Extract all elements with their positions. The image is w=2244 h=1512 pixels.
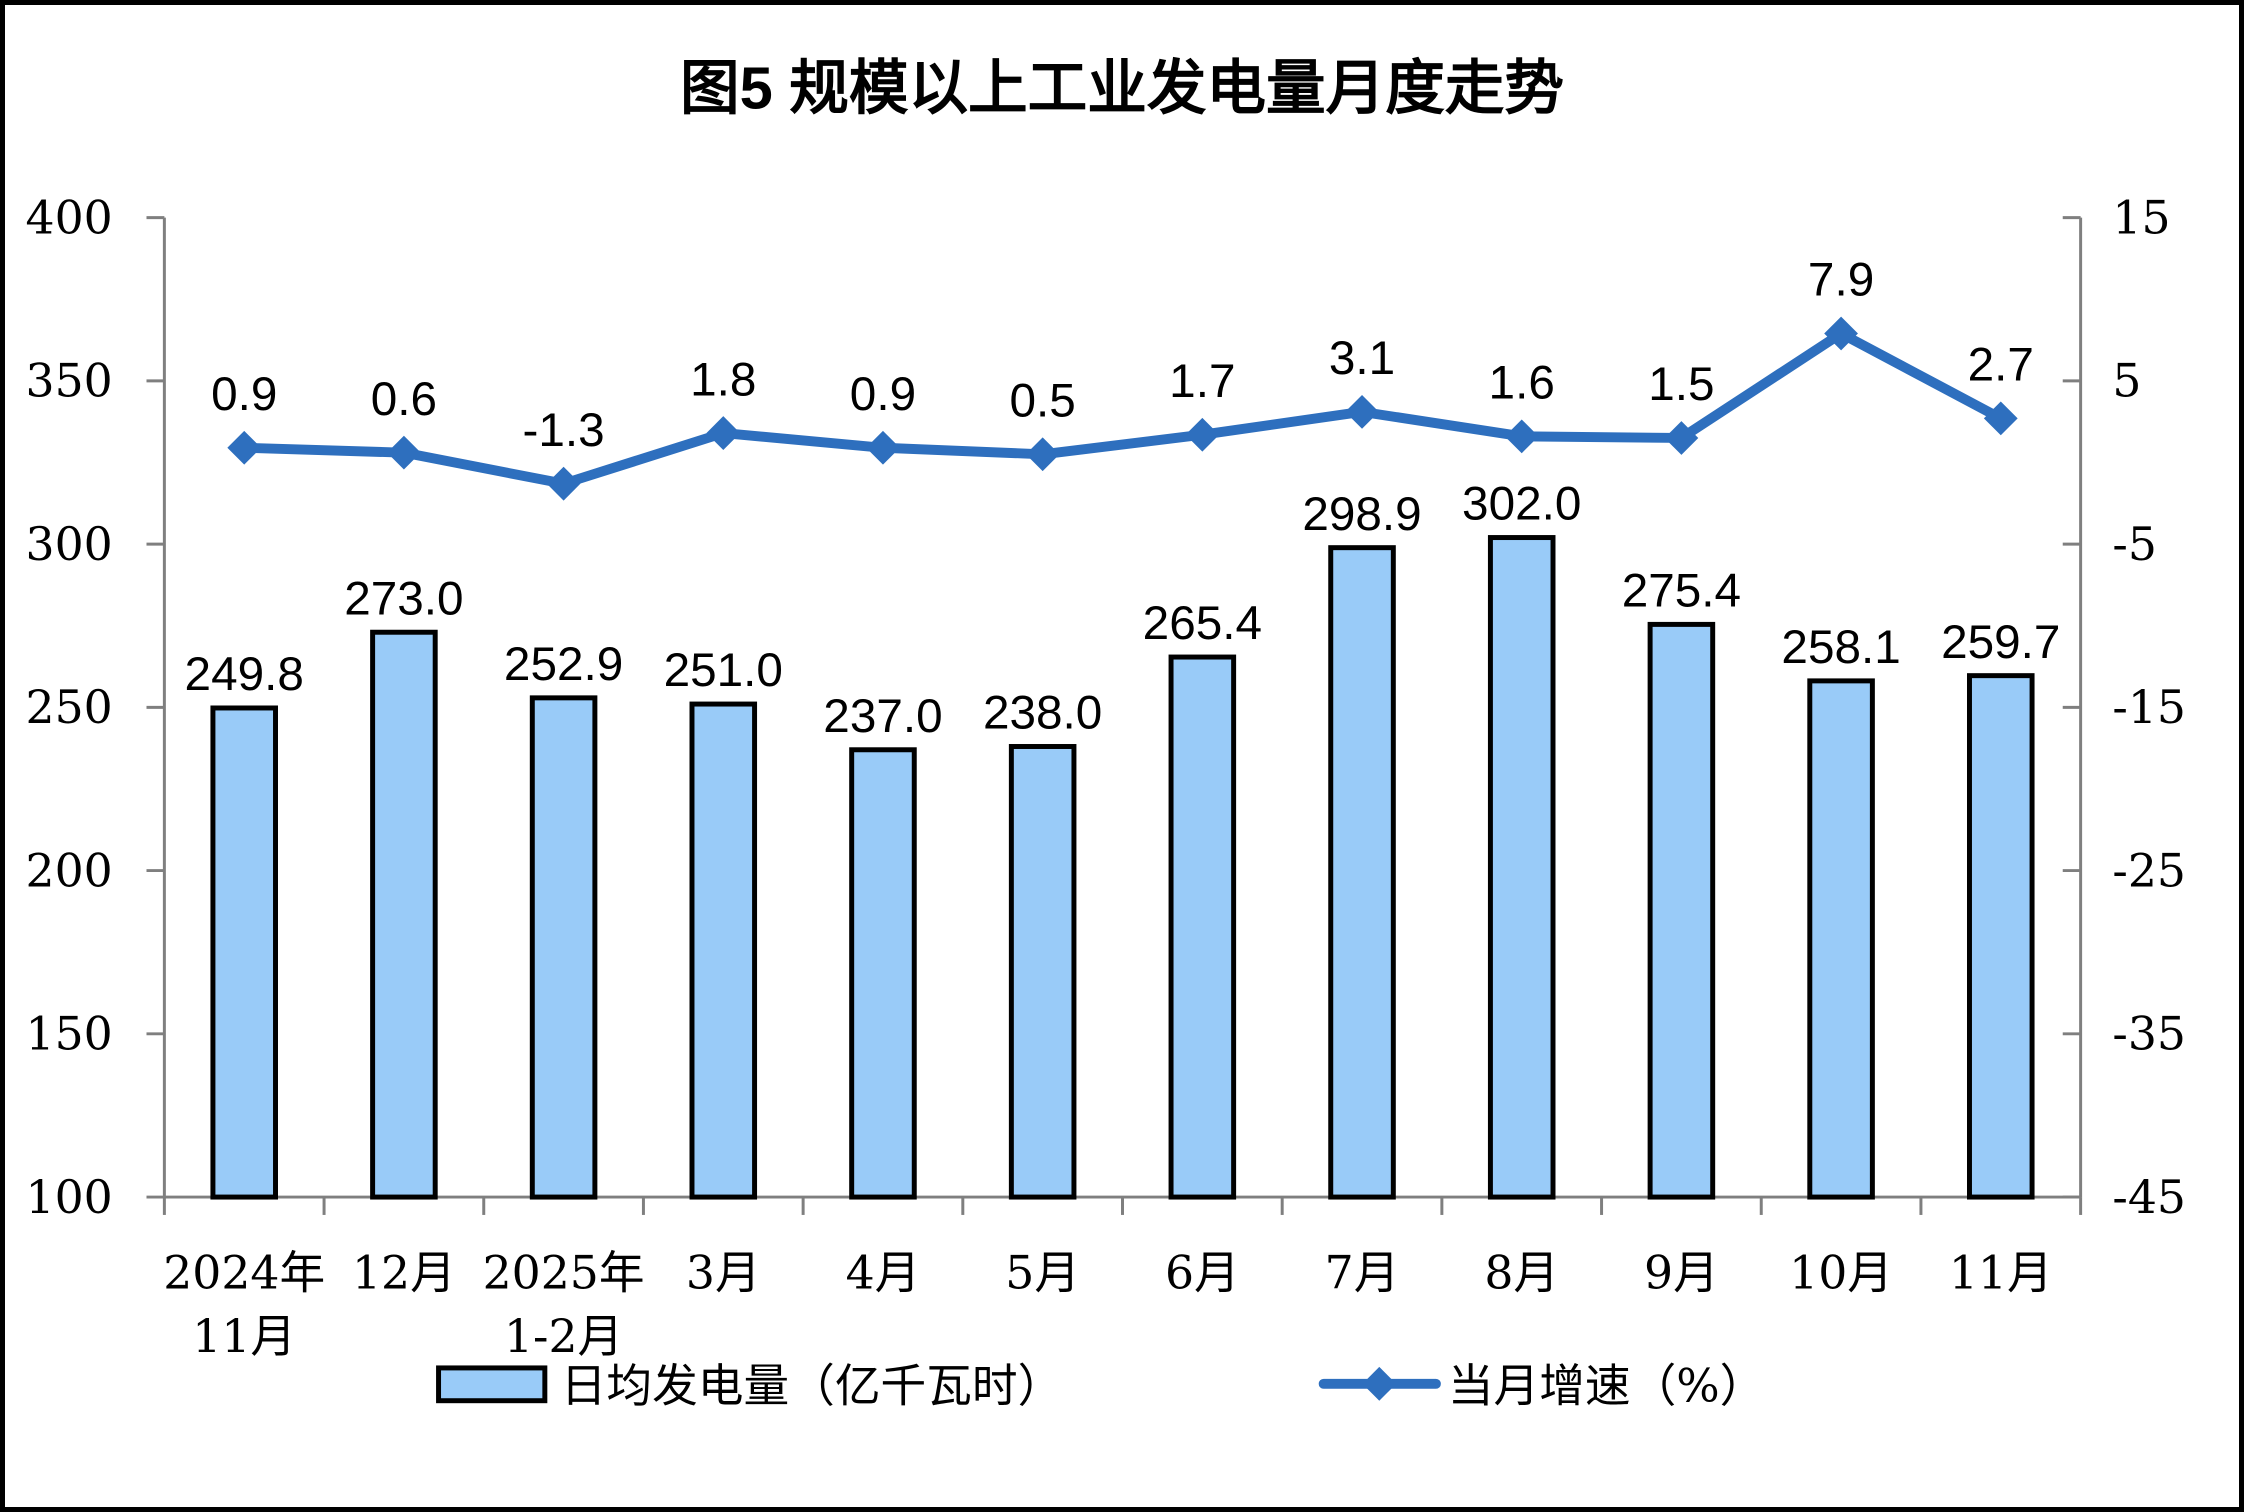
- line-value-label: 3.1: [1329, 332, 1395, 385]
- bar-value-label: 259.7: [1941, 616, 2060, 669]
- bar-value-label: 265.4: [1143, 597, 1262, 650]
- bar: [1168, 654, 1237, 1200]
- diamond-marker-icon: [1185, 417, 1220, 452]
- legend-bar-label: 日均发电量（亿千瓦时）: [561, 1360, 1064, 1413]
- y-axis-left-tick-label: 150: [26, 1008, 113, 1061]
- x-axis-category-label: 8月: [1484, 1246, 1559, 1299]
- bar-value-label: 251.0: [664, 644, 783, 697]
- legend-diamond-marker-icon: [1362, 1366, 1397, 1401]
- x-axis-category-label: 1-2月: [504, 1310, 623, 1363]
- bar: [689, 701, 758, 1200]
- bar-value-label: 302.0: [1462, 478, 1581, 531]
- bar: [1807, 678, 1875, 1200]
- line-value-label: 0.9: [850, 368, 916, 421]
- axes: 400 350 300 250 200 150 100 15 5 -5 -15 -25 -35 -45: [26, 191, 2186, 1223]
- line-value-label: 0.9: [211, 368, 277, 421]
- x-axis-category-label: 2024年: [163, 1246, 325, 1299]
- x-axis-category-label: 11月: [192, 1310, 296, 1363]
- bar: [849, 747, 917, 1200]
- line-value-label: 1.8: [690, 353, 756, 406]
- chart-title: 图5 规模以上工业发电量月度走势: [680, 54, 1564, 121]
- line-value-label: 1.5: [1648, 358, 1714, 411]
- y-axis-left-tick-label: 200: [26, 844, 113, 897]
- y-axis-right-tick-label: -45: [2112, 1171, 2186, 1224]
- x-axis-category-label: 6月: [1165, 1246, 1240, 1299]
- legend-line-label: 当月增速（%）: [1448, 1360, 1766, 1413]
- x-axis-category-label: 2025年: [483, 1246, 645, 1299]
- bar-value-label: 258.1: [1781, 621, 1900, 674]
- y-axis-right-tick-label: -15: [2112, 681, 2186, 734]
- bar: [1328, 545, 1396, 1200]
- line-value-label: 1.7: [1169, 355, 1235, 408]
- bar-value-label: 275.4: [1622, 565, 1741, 618]
- legend: 日均发电量（亿千瓦时） 当月增速（%）: [436, 1360, 1766, 1413]
- line-value-label: 0.6: [371, 373, 437, 426]
- power-generation-chart: 图5 规模以上工业发电量月度走势 400 350 300 250 200 150 100 15…: [26, 54, 2186, 1413]
- legend-bar-swatch: [436, 1365, 548, 1404]
- line-value-label: 7.9: [1808, 254, 1874, 307]
- diamond-marker-icon: [1504, 419, 1539, 454]
- line-value-label: -1.3: [523, 404, 605, 457]
- bar-series: 249.8 273.0 252.9 251.0 237.0 238.0 265.4 298.9…: [185, 478, 2060, 1200]
- bar-value-label: 238.0: [983, 687, 1102, 740]
- line-value-label: 2.7: [1968, 339, 2034, 392]
- y-axis-left-tick-label: 100: [26, 1171, 113, 1224]
- y-axis-right-tick-label: -35: [2112, 1008, 2186, 1061]
- line-value-label: 1.6: [1489, 357, 1555, 410]
- diamond-marker-icon: [866, 430, 900, 465]
- line-value-label: 0.5: [1010, 375, 1076, 428]
- bar: [210, 705, 278, 1200]
- bar: [1647, 621, 1716, 1200]
- bar: [1966, 673, 2035, 1200]
- y-axis-left-tick-label: 300: [26, 518, 113, 571]
- y-axis-right-tick-label: 15: [2112, 191, 2170, 244]
- y-axis-left-tick-label: 250: [26, 681, 113, 734]
- x-axis-category-label: 10月: [1789, 1246, 1893, 1299]
- diamond-marker-icon: [387, 435, 421, 470]
- y-axis-left-tick-label: 400: [26, 191, 113, 244]
- diamond-marker-icon: [1824, 316, 1858, 351]
- bar-value-label: 273.0: [344, 572, 463, 625]
- x-axis-labels: 2024年 11月 12月 2025年 1-2月 3月 4月 5月 6月 7月 8月 9月 10月 11月: [163, 1246, 2052, 1363]
- bar-value-label: 249.8: [185, 648, 304, 701]
- y-axis-right-tick-label: 5: [2112, 355, 2141, 408]
- bar-value-label: 237.0: [823, 690, 942, 743]
- y-axis-right-tick-label: -5: [2112, 518, 2157, 571]
- bar: [529, 695, 598, 1200]
- y-axis-left-tick-label: 350: [26, 355, 113, 408]
- bar: [1008, 744, 1077, 1200]
- bar-value-label: 298.9: [1302, 488, 1421, 541]
- x-axis-category-label: 7月: [1325, 1246, 1400, 1299]
- diamond-marker-icon: [546, 466, 581, 501]
- bar-value-label: 252.9: [504, 638, 623, 691]
- diamond-marker-icon: [1983, 401, 2018, 436]
- bar: [1487, 535, 1556, 1200]
- y-axis-right-tick-label: -25: [2112, 844, 2186, 897]
- diamond-marker-icon: [1345, 394, 1379, 429]
- diamond-marker-icon: [227, 430, 262, 465]
- x-axis-category-label: 3月: [686, 1246, 761, 1299]
- bar: [370, 629, 438, 1200]
- growth-line-series: 0.9 0.6 -1.3 1.8 0.9 0.5 1.7 3.1 1.6 1.5 7.9 2.7: [211, 254, 2034, 501]
- diamond-marker-icon: [1025, 437, 1060, 472]
- x-axis-category-label: 5月: [1005, 1246, 1080, 1299]
- x-axis-category-label: 11月: [1949, 1246, 2053, 1299]
- x-axis-category-label: 9月: [1644, 1246, 1719, 1299]
- growth-line: [239, 328, 2006, 489]
- diamond-marker-icon: [706, 416, 741, 450]
- x-axis-category-label: 4月: [846, 1246, 921, 1299]
- x-axis-category-label: 12月: [352, 1246, 456, 1299]
